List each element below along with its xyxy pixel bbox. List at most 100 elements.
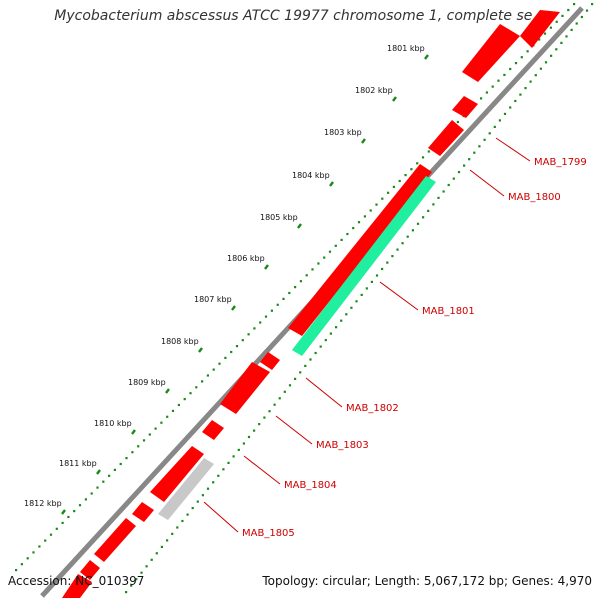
tick-dot [90,492,93,495]
tick-dot [166,539,169,542]
tick-dot [227,461,230,464]
tick-dot [263,416,266,419]
tick-dot [148,433,151,436]
tick-dot [150,558,153,561]
tick-dot [565,35,568,38]
tick-dot [324,339,327,342]
gene-label[interactable]: MAB_1805 [242,528,295,539]
tick-dot [503,73,506,76]
tick-dot [230,350,233,354]
tick-dot [421,156,425,159]
tick-dot [131,451,134,454]
tick-dot [283,390,286,393]
gene-leader-line [469,169,505,197]
tick-dot [142,439,146,442]
gene-label[interactable]: MAB_1801 [422,306,475,317]
highlight-gene[interactable] [292,176,436,356]
tick-dot [273,403,276,406]
gene-arrow[interactable] [260,352,280,370]
gene-arrow[interactable] [428,120,464,156]
tick-label: 1808 kbp [161,337,199,346]
tick-mark [231,305,236,311]
tick-dot [125,457,128,460]
tick-label: 1810 kbp [94,419,132,428]
tick-dot [67,515,70,519]
tick-dot [463,164,466,167]
tick-dot [478,145,481,148]
tick-dot [529,80,532,83]
summary-text: Topology: circular; Length: 5,067,172 bp… [262,574,592,588]
tick-dot [410,168,413,171]
tick-dot [294,286,297,289]
tick-dot [44,539,47,542]
gene-label[interactable]: MAB_1804 [284,480,337,491]
tick-dot [365,287,368,290]
tick-dot [555,48,558,51]
tick-dot [360,293,363,296]
tick-dot [242,442,245,445]
tick-mark [264,264,269,270]
tick-dot [119,462,122,466]
tick-dot [113,468,116,471]
map-title: Mycobacterium abscessus ATCC 19977 chrom… [54,8,546,24]
tick-dot [264,315,268,318]
tick-dot [305,274,308,277]
tick-dot [387,191,390,194]
tick-dot [401,242,404,245]
tick-dot [427,150,430,153]
tick-dot [145,565,148,568]
tick-dot [212,481,215,484]
pseudo-gene[interactable] [158,458,214,520]
gene-leader-line [305,377,343,408]
forward-strand [80,24,520,580]
gene-arrow[interactable] [288,164,432,336]
gene-arrow[interactable] [462,24,520,82]
tick-dot [232,455,235,458]
tick-dot [288,384,292,387]
gene-label[interactable]: MAB_1800 [508,192,561,203]
gene-leader-line [495,137,531,162]
tick-dot [288,291,291,295]
gene-label[interactable]: MAB_1802 [346,403,399,414]
gene-label[interactable]: MAB_1799 [534,157,587,168]
tick-mark [361,138,366,144]
tick-dot [345,313,348,316]
tick-dot [452,177,455,180]
tick-dot [259,321,262,324]
tick-dot [561,14,564,17]
tick-dot [497,79,500,82]
tick-label: 1801 kbp [387,44,425,53]
tick-dot [329,332,332,335]
tick-dot [427,209,430,212]
tick-label: 1812 kbp [24,499,62,508]
tick-dot [268,410,271,413]
tick-dot [375,203,378,206]
gene-arrow[interactable] [94,518,136,562]
gene-arrow[interactable] [452,96,478,118]
tick-dot [323,256,326,259]
tick-dot [591,3,594,6]
gene-arrow[interactable] [220,362,270,414]
tick-dot [78,504,82,507]
tick-dot [357,221,361,224]
tick-dot [20,563,23,566]
tick-labels: 1801 kbp 1802 kbp 1803 kbp 1804 kbp 1805 kbp… [24,44,429,515]
tick-dot [130,584,133,587]
gene-arrow[interactable] [132,502,154,522]
tick-dot [278,397,281,400]
tick-label: 1807 kbp [194,295,232,304]
tick-dot [154,427,157,430]
tick-dot [447,183,450,187]
tick-dot [480,97,483,100]
tick-dot [317,262,320,265]
tick-mark [61,509,66,515]
tick-dot [84,498,87,501]
tick-dot [580,15,583,19]
gene-label[interactable]: MAB_1803 [316,440,369,451]
tick-dot [247,435,251,439]
gene-arrow[interactable] [80,560,100,580]
gene-arrow[interactable] [202,420,224,440]
gene-arrow[interactable] [150,446,204,502]
tick-dot [406,235,409,238]
